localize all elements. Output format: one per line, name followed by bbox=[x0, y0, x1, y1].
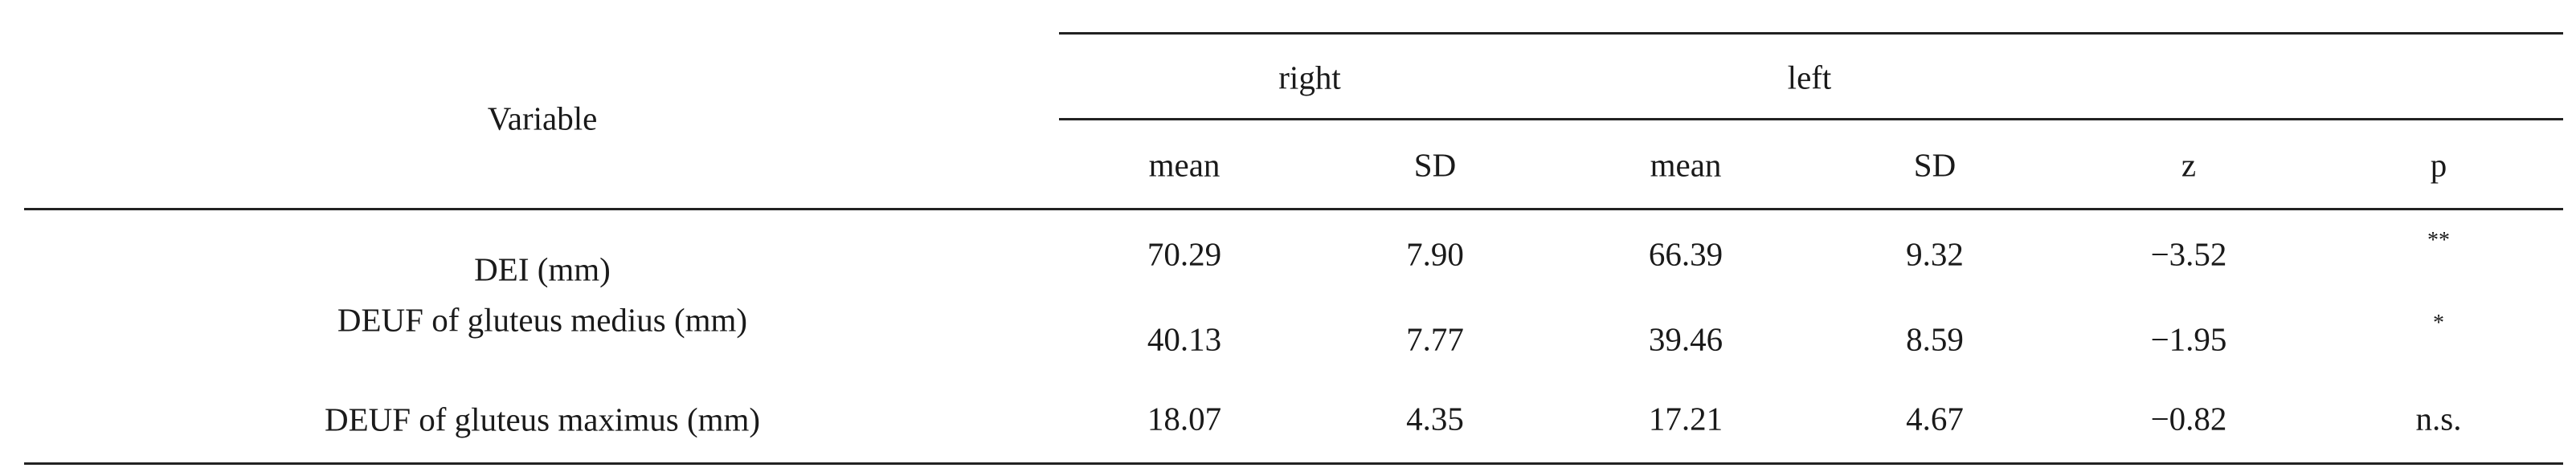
cell-right-sd: 7.90 bbox=[1406, 235, 1464, 273]
column-header-p: p bbox=[2430, 146, 2447, 184]
column-header-left-mean: mean bbox=[1650, 146, 1722, 184]
cell-right-mean: 18.07 bbox=[1147, 400, 1222, 437]
cell-z: −0.82 bbox=[2150, 400, 2227, 437]
header-bottom-rule bbox=[24, 208, 2563, 210]
cell-p: ** bbox=[2427, 228, 2450, 253]
cell-left-sd: 9.32 bbox=[1906, 235, 1964, 273]
cell-left-sd: 4.67 bbox=[1906, 400, 1964, 437]
cell-p: * bbox=[2433, 311, 2444, 336]
cell-left-sd: 8.59 bbox=[1906, 320, 1964, 358]
cell-right-mean: 40.13 bbox=[1147, 320, 1222, 358]
cell-left-mean: 39.46 bbox=[1648, 320, 1723, 358]
column-header-z: z bbox=[2181, 146, 2197, 184]
cell-right-mean: 70.29 bbox=[1147, 235, 1222, 273]
cell-left-mean: 17.21 bbox=[1648, 400, 1723, 437]
row-label: DEI (mm) bbox=[474, 250, 611, 288]
cell-z: −3.52 bbox=[2150, 235, 2227, 273]
cell-right-sd: 4.35 bbox=[1406, 400, 1464, 437]
column-header-right-sd: SD bbox=[1413, 146, 1457, 184]
group-header-right: right bbox=[1278, 59, 1341, 96]
row-label: DEUF of gluteus maximus (mm) bbox=[324, 401, 761, 438]
top-rule bbox=[1059, 32, 2563, 35]
cell-left-mean: 66.39 bbox=[1648, 235, 1723, 273]
column-header-right-mean: mean bbox=[1148, 146, 1221, 184]
column-header-left-sd: SD bbox=[1913, 146, 1957, 184]
cell-right-sd: 7.77 bbox=[1406, 320, 1464, 358]
row-label: DEUF of gluteus medius (mm) bbox=[337, 301, 748, 339]
group-header-rule bbox=[1059, 118, 2563, 120]
variable-header: Variable bbox=[487, 100, 598, 137]
group-header-left: left bbox=[1787, 59, 1832, 96]
bottom-rule bbox=[24, 462, 2563, 465]
cell-p: n.s. bbox=[2415, 400, 2462, 437]
cell-z: −1.95 bbox=[2150, 320, 2227, 358]
